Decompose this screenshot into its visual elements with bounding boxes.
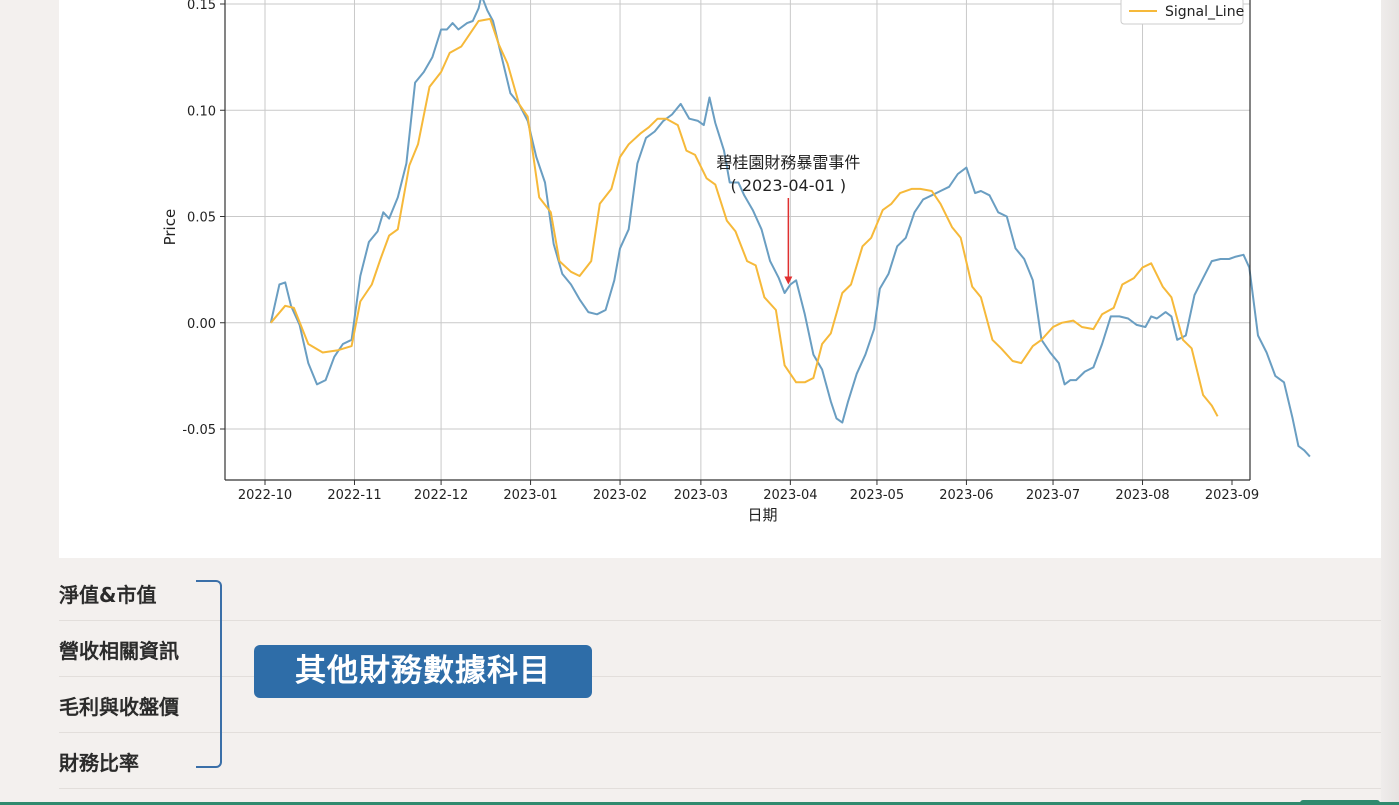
legend: Signal_Line — [1120, 0, 1244, 25]
y-tick-label: 0.05 — [187, 211, 216, 226]
x-tick-label: 2023-02 — [593, 488, 647, 503]
nav-item-financial-ratio[interactable]: 財務比率 — [59, 733, 1381, 789]
annotation-title: 碧桂園財務暴雷事件 — [716, 153, 860, 172]
price-chart: 2022-10 2022-11 2022-12 2023-01 2023-02 2023-… — [161, 0, 1311, 524]
series-layer — [269, 0, 1311, 458]
grid — [225, 0, 1250, 480]
bottom-tab-indicator[interactable] — [1300, 800, 1380, 805]
x-tick-label: 2023-07 — [1026, 488, 1080, 503]
x-tick-label: 2023-03 — [674, 488, 728, 503]
callout-label: 其他財務數據科目 — [254, 645, 592, 698]
x-tick-label: 2023-04 — [763, 488, 817, 503]
nav-item-gross-margin[interactable]: 毛利與收盤價 — [59, 677, 1381, 733]
bottom-divider — [0, 802, 1399, 805]
x-tick-label: 2023-05 — [850, 488, 904, 503]
x-tick-label: 2022-11 — [327, 488, 381, 503]
x-tick-label: 2023-06 — [939, 488, 993, 503]
x-tick-label: 2023-08 — [1115, 488, 1169, 503]
nav-item-net-value[interactable]: 淨值&市值 — [59, 565, 1381, 621]
legend-label-signal-line: Signal_Line — [1165, 4, 1244, 20]
nav-item-revenue[interactable]: 營收相關資訊 — [59, 621, 1381, 677]
y-tick-label: -0.05 — [182, 423, 216, 438]
annotation-arrow-head — [784, 276, 793, 285]
chart-panel: 2022-10 2022-11 2022-12 2023-01 2023-02 2023-… — [59, 0, 1381, 558]
nav-list: 淨值&市值 營收相關資訊 毛利與收盤價 財務比率 — [59, 565, 1381, 789]
signal-line-series — [270, 17, 1219, 417]
annotation-date: ( 2023-04-01 ) — [731, 176, 847, 195]
price-series-line — [269, 0, 1311, 458]
scrollbar-track[interactable] — [1381, 0, 1399, 802]
bracket-decoration — [196, 580, 222, 768]
annotation-layer: 碧桂園財務暴雷事件 ( 2023-04-01 ) — [716, 153, 860, 285]
y-axis-label: Price — [161, 209, 179, 246]
y-tick-label: 0.00 — [187, 317, 216, 332]
x-tick-label: 2023-01 — [503, 488, 557, 503]
x-tick-label: 2022-12 — [414, 488, 468, 503]
x-tick-label: 2023-09 — [1205, 488, 1259, 503]
y-tick-label: 0.15 — [187, 0, 216, 13]
axes: 2022-10 2022-11 2022-12 2023-01 2023-02 2023-… — [161, 0, 1259, 524]
x-tick-label: 2022-10 — [238, 488, 292, 503]
legend-box — [1120, 0, 1244, 25]
x-axis-label: 日期 — [747, 506, 777, 524]
y-tick-label: 0.10 — [187, 104, 216, 119]
